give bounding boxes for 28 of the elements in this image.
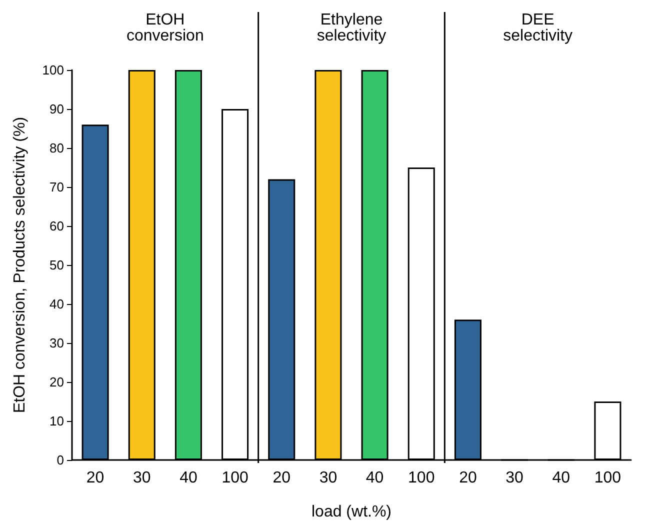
x-tick-label: 40 xyxy=(552,470,570,486)
y-tick-label: 70 xyxy=(50,180,64,194)
x-tick-label: 20 xyxy=(459,470,477,486)
x-axis-title: load (wt.%) xyxy=(311,504,392,520)
y-tick-label: 20 xyxy=(50,374,64,390)
x-tick-label: 100 xyxy=(222,470,248,486)
y-tick-label: 40 xyxy=(50,296,64,312)
text: EtOH conversion xyxy=(126,12,204,44)
x-tick-label: 40 xyxy=(366,470,384,486)
text: Ethylene selectivity xyxy=(316,12,386,44)
x-tick-label: 30 xyxy=(319,470,338,486)
text: DEE selectivity xyxy=(503,12,573,44)
x-tick-label: 20 xyxy=(86,470,104,486)
x-tick-label: 100 xyxy=(594,470,622,486)
x-tick-label: 30 xyxy=(132,470,151,486)
y-tick-label: 10 xyxy=(50,414,64,428)
x-tick-label: 20 xyxy=(272,470,291,486)
y-axis-title: EtOH conversion, Products selectivity (%) xyxy=(12,116,28,414)
x-tick-label: 30 xyxy=(506,470,524,486)
x-tick-label: 100 xyxy=(408,470,435,486)
y-tick-label: 0 xyxy=(56,452,64,468)
x-tick-label: 40 xyxy=(180,470,198,486)
y-tick-label: 30 xyxy=(50,336,64,350)
y-tick-label: 50 xyxy=(50,258,64,272)
y-tick-label: 60 xyxy=(50,218,64,234)
y-tick-label: 80 xyxy=(50,140,64,156)
y-tick-label: 90 xyxy=(50,102,64,116)
y-tick-label: 100 xyxy=(42,62,64,78)
